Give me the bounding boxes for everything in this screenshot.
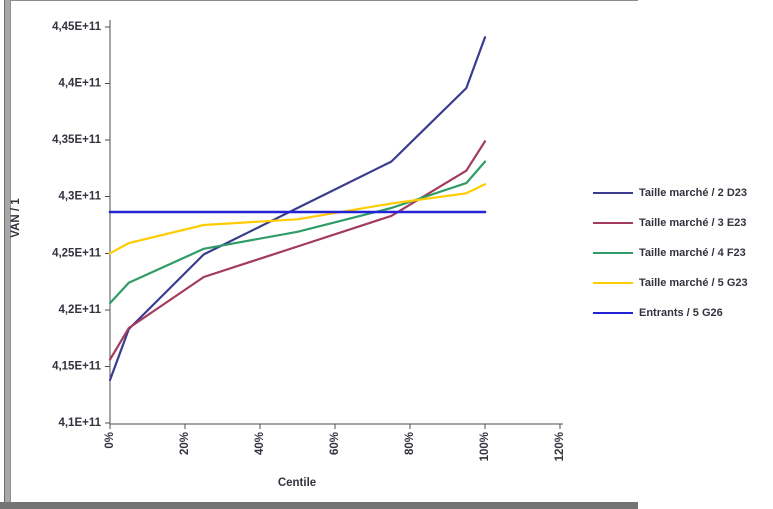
chart-legend: Taille marché / 2 D23 Taille marché / 3 E… [593, 181, 748, 331]
legend-entry-4[interactable]: Entrants / 5 G26 [593, 301, 748, 324]
legend-line-swatch [593, 221, 633, 224]
tick-labels: 4,1E+11 4,15E+11 4,2E+11 4,25E+11 4,3E+11 4,3… [52, 21, 566, 461]
y-tick-label: 4,25E+11 [52, 247, 102, 259]
legend-line-swatch [593, 191, 633, 194]
series-line-0 [108, 36, 487, 382]
y-tick-label: 4,3E+11 [58, 191, 101, 203]
x-tick-label: 60% [329, 432, 341, 455]
legend-line-swatch [593, 281, 633, 284]
legend-entry-1[interactable]: Taille marché / 3 E23 [593, 211, 748, 234]
y-tick-label: 4,35E+11 [52, 134, 102, 146]
x-tick-label: 120% [554, 432, 566, 461]
legend-label: Taille marché / 5 G23 [639, 276, 748, 289]
y-tick-label: 4,2E+11 [58, 304, 101, 316]
x-axis-title: Centile [277, 477, 317, 489]
legend-entry-0[interactable]: Taille marché / 2 D23 [593, 181, 748, 204]
legend-entry-2[interactable]: Taille marché / 4 F23 [593, 241, 748, 264]
series-line-2 [108, 160, 487, 305]
y-tick-label: 4,1E+11 [58, 417, 101, 429]
legend-label: Taille marché / 3 E23 [639, 216, 747, 229]
window-bottom-border [0, 502, 638, 509]
legend-label: Taille marché / 4 F23 [639, 246, 746, 259]
series-line-3 [108, 183, 487, 255]
legend-line-swatch [593, 251, 633, 254]
y-axis-title: VAN / 1 [10, 198, 22, 238]
series-line-1 [108, 140, 487, 361]
legend-label: Taille marché / 2 D23 [639, 186, 748, 199]
x-tick-label: 80% [404, 432, 416, 455]
axes [105, 20, 563, 429]
x-tick-label: 0% [104, 432, 116, 449]
legend-entry-3[interactable]: Taille marché / 5 G23 [593, 271, 748, 294]
legend-label: Entrants / 5 G26 [639, 306, 723, 319]
window-top-border [4, 0, 638, 1]
series-lines [108, 36, 487, 382]
window-left-border [4, 0, 11, 502]
legend-line-swatch [593, 311, 633, 314]
x-tick-label: 20% [179, 432, 191, 455]
y-tick-label: 4,15E+11 [52, 360, 102, 372]
y-tick-label: 4,45E+11 [52, 21, 102, 33]
x-tick-label: 100% [479, 432, 491, 461]
x-tick-label: 40% [254, 432, 266, 455]
y-tick-label: 4,4E+11 [58, 78, 101, 90]
